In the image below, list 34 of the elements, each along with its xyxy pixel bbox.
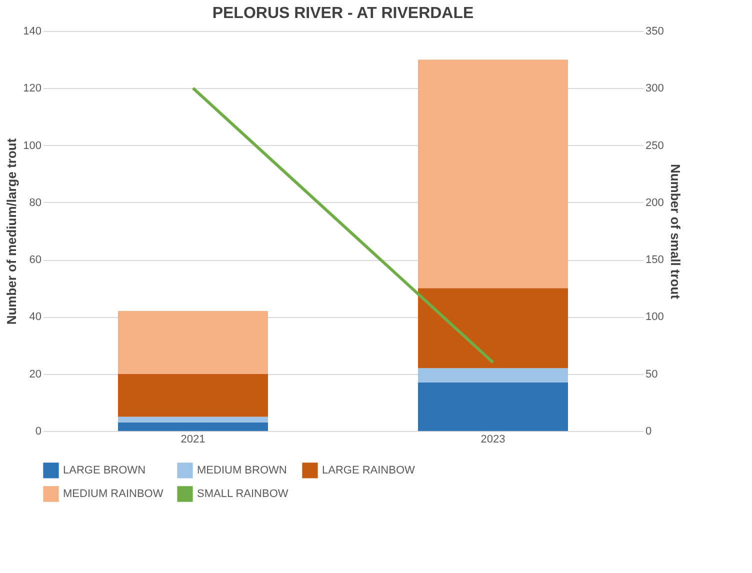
bar	[118, 416, 268, 422]
bar	[418, 60, 568, 288]
bar	[118, 422, 268, 431]
bar	[418, 288, 568, 368]
y2-axis-title: Number of small trout	[668, 164, 683, 300]
y-tick-label: 80	[29, 196, 42, 209]
legend-label: LARGE RAINBOW	[322, 464, 416, 476]
x-tick-label: 2023	[480, 434, 506, 446]
y2-tick-label: 100	[646, 311, 664, 324]
chart-title: PELORUS RIVER - AT RIVERDALE	[212, 5, 474, 22]
bar	[418, 382, 568, 431]
y-tick-label: 120	[23, 82, 42, 95]
y-tick-label: 20	[29, 368, 42, 380]
bar	[118, 311, 268, 374]
legend-label: MEDIUM RAINBOW	[63, 488, 164, 500]
y2-tick-label: 150	[646, 254, 664, 266]
y-tick-label: 0	[35, 426, 42, 438]
y-tick-label: 60	[29, 254, 42, 266]
y2-tick-label: 200	[646, 196, 664, 209]
y2-tick-label: 300	[646, 82, 664, 95]
y-tick-label: 140	[23, 26, 42, 38]
bar	[118, 374, 268, 417]
legend-label: LARGE BROWN	[63, 464, 146, 476]
y-axis-title: Number of medium/large trout	[4, 138, 20, 325]
y2-tick-label: 0	[646, 426, 652, 438]
y2-tick-label: 250	[646, 140, 664, 152]
y-tick-label: 100	[23, 140, 42, 152]
legend-label: MEDIUM BROWN	[197, 464, 287, 476]
y-tick-label: 40	[29, 311, 42, 324]
legend-label: SMALL RAINBOW	[197, 488, 289, 500]
y2-tick-label: 350	[646, 26, 664, 38]
x-tick-label: 2021	[180, 434, 206, 446]
y2-tick-label: 50	[646, 368, 658, 380]
bar	[418, 368, 568, 382]
